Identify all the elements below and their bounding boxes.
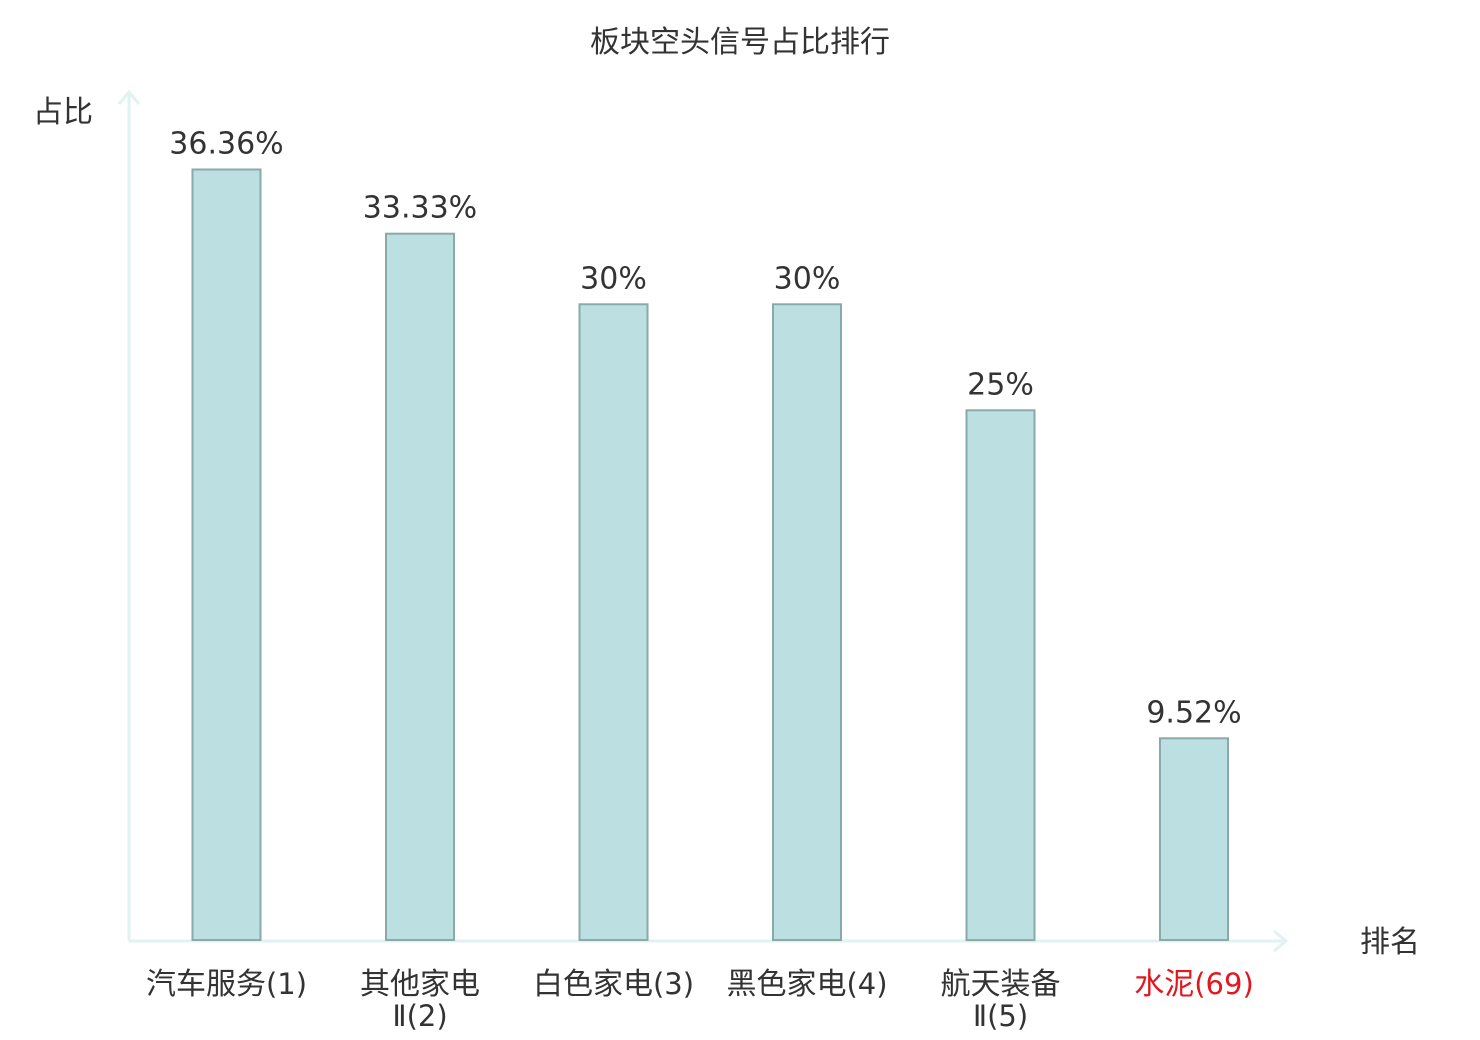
bar: [772, 303, 842, 941]
bar-value-label: 25%: [967, 367, 1034, 402]
bar: [1159, 737, 1229, 941]
category-label: 其他家电 Ⅱ(2): [360, 967, 480, 1033]
bars-group: [191, 168, 1229, 942]
bar: [578, 303, 649, 941]
y-axis-arrow: [117, 89, 141, 105]
bar-value-label: 33.33%: [363, 191, 477, 226]
y-axis-label: 占比: [33, 95, 93, 130]
axes: [117, 89, 1289, 953]
bar: [385, 232, 455, 941]
x-axis-arrow: [1273, 929, 1289, 953]
category-label: 航天装备 Ⅱ(5): [941, 967, 1061, 1033]
bar-value-label: 30%: [580, 261, 647, 296]
category-label: 汽车服务(1): [146, 967, 307, 1002]
category-label: 白色家电(3): [533, 967, 694, 1002]
category-labels-group: 汽车服务(1) 其他家电 Ⅱ(2) 白色家电(3) 黑色家电(4) 航天装备 Ⅱ(5) 水泥(…: [146, 967, 1254, 1033]
category-label: 黑色家电(4): [726, 967, 887, 1002]
category-label: 水泥(69): [1134, 967, 1254, 1002]
value-labels-group: 36.36% 33.33% 30% 30% 25% 9.52%: [169, 127, 1241, 731]
bar-value-label: 30%: [774, 261, 841, 296]
bar: [965, 409, 1036, 942]
x-axis-label: 排名: [1360, 925, 1420, 960]
bar-value-label: 9.52%: [1146, 695, 1241, 730]
bar-value-label: 36.36%: [169, 127, 283, 162]
bar: [191, 168, 262, 941]
chart-title: 板块空头信号占比排行: [590, 25, 890, 60]
